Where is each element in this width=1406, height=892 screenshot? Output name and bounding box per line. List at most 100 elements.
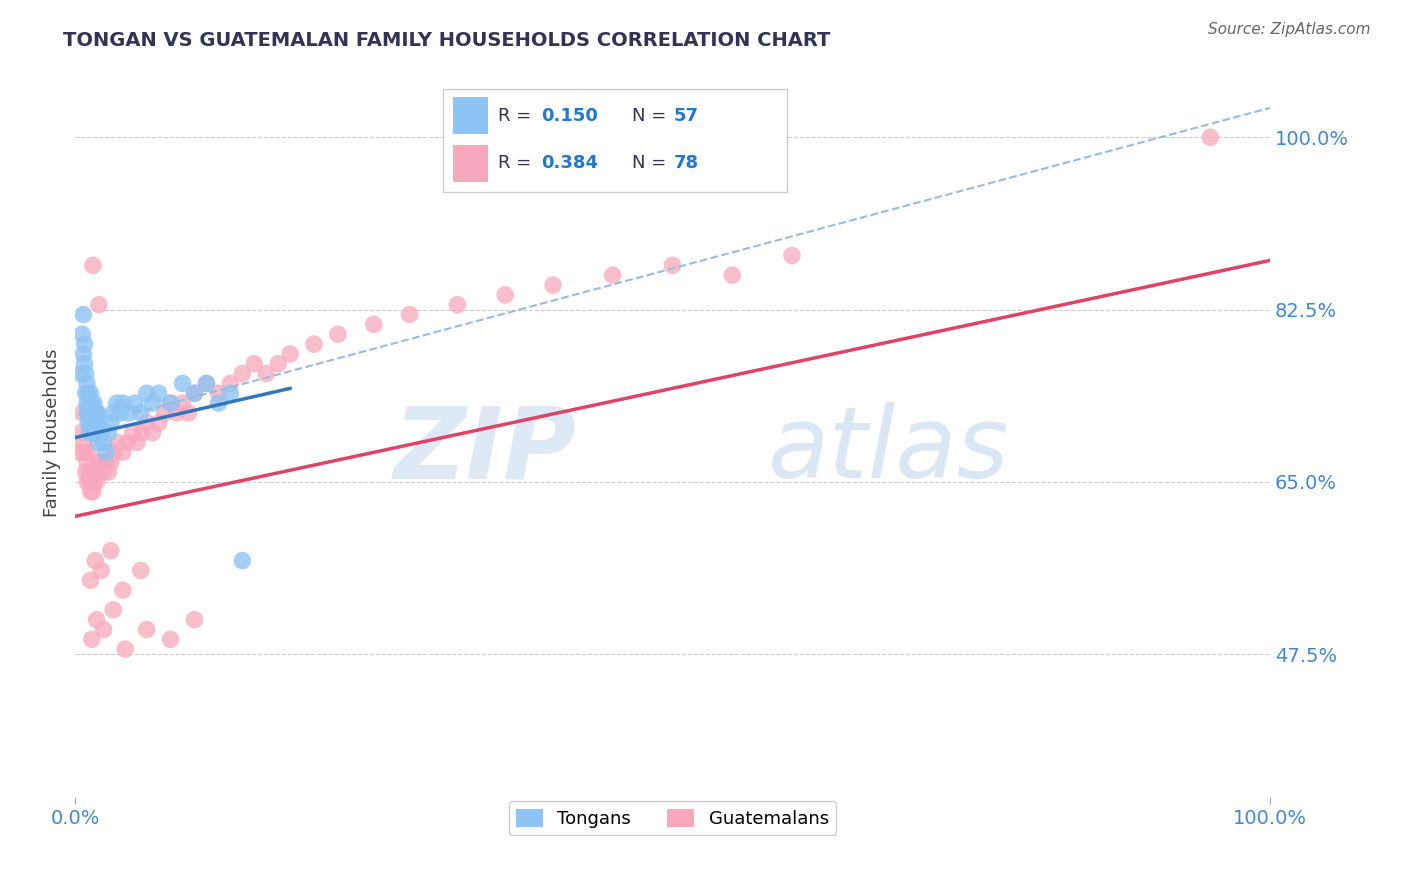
Point [177, 406, 200, 420]
Point [75, 465, 97, 479]
Point [76, 396, 98, 410]
Point [159, 396, 181, 410]
Point [76, 376, 98, 391]
Point [70, 327, 93, 342]
Point [111, 445, 134, 459]
Point [131, 425, 153, 440]
Point [135, 386, 157, 401]
Point [121, 425, 143, 440]
Point [79, 406, 101, 420]
Point [602, 268, 624, 283]
Point [80, 396, 103, 410]
Point [148, 386, 170, 401]
Point [142, 425, 165, 440]
Point [326, 327, 349, 342]
Point [76, 406, 98, 420]
Point [79, 396, 101, 410]
Point [90, 455, 112, 469]
Point [79, 574, 101, 588]
Point [93, 435, 115, 450]
Point [77, 445, 100, 459]
Y-axis label: Family Households: Family Households [44, 349, 60, 516]
Point [100, 543, 122, 558]
Point [159, 396, 181, 410]
Point [76, 475, 98, 489]
Point [73, 445, 96, 459]
Point [77, 386, 100, 401]
Point [86, 425, 108, 440]
Text: N =: N = [633, 107, 672, 125]
Point [70, 406, 93, 420]
Point [80, 632, 103, 647]
Point [153, 406, 176, 420]
Point [207, 396, 229, 410]
Point [494, 288, 516, 302]
Point [254, 367, 277, 381]
Point [79, 465, 101, 479]
Point [70, 425, 93, 440]
Point [103, 603, 125, 617]
Point [97, 465, 120, 479]
Point [103, 406, 125, 420]
Point [105, 396, 128, 410]
Point [94, 445, 117, 459]
Legend: Tongans, Guatemalans: Tongans, Guatemalans [509, 801, 837, 835]
Point [446, 298, 468, 312]
Text: 0.384: 0.384 [541, 154, 598, 172]
Point [541, 278, 564, 293]
Text: R =: R = [498, 107, 537, 125]
Point [90, 563, 112, 577]
Point [166, 406, 188, 420]
Text: TONGAN VS GUATEMALAN FAMILY HOUSEHOLDS CORRELATION CHART: TONGAN VS GUATEMALAN FAMILY HOUSEHOLDS C… [63, 31, 831, 50]
Point [219, 386, 242, 401]
Point [79, 406, 101, 420]
Point [76, 455, 98, 469]
Point [159, 632, 181, 647]
Point [80, 475, 103, 489]
Text: 57: 57 [673, 107, 699, 125]
Point [117, 435, 139, 450]
Point [183, 613, 205, 627]
Point [70, 367, 93, 381]
Point [780, 248, 803, 262]
Point [93, 623, 115, 637]
Point [243, 357, 266, 371]
Point [72, 347, 94, 361]
Point [87, 416, 110, 430]
Point [86, 406, 108, 420]
Point [103, 445, 125, 459]
Point [73, 357, 96, 371]
Text: R =: R = [498, 154, 537, 172]
Point [87, 465, 110, 479]
Point [118, 406, 141, 420]
Point [84, 553, 107, 567]
Point [86, 455, 108, 469]
Point [79, 416, 101, 430]
Point [183, 386, 205, 401]
Point [72, 308, 94, 322]
Point [84, 416, 107, 430]
Point [231, 367, 253, 381]
Point [219, 376, 242, 391]
Point [398, 308, 420, 322]
Point [135, 416, 157, 430]
Point [86, 475, 108, 489]
Point [111, 396, 134, 410]
Point [83, 475, 105, 489]
Text: N =: N = [633, 154, 672, 172]
Point [93, 465, 115, 479]
Point [83, 396, 105, 410]
Point [79, 475, 101, 489]
Text: 78: 78 [673, 154, 699, 172]
Point [79, 386, 101, 401]
Point [129, 406, 152, 420]
Point [114, 642, 136, 657]
Point [135, 623, 157, 637]
Point [86, 613, 108, 627]
Point [82, 258, 104, 272]
Point [111, 583, 134, 598]
Text: atlas: atlas [768, 402, 1010, 500]
Point [195, 376, 218, 391]
Point [69, 445, 91, 459]
Point [80, 416, 103, 430]
